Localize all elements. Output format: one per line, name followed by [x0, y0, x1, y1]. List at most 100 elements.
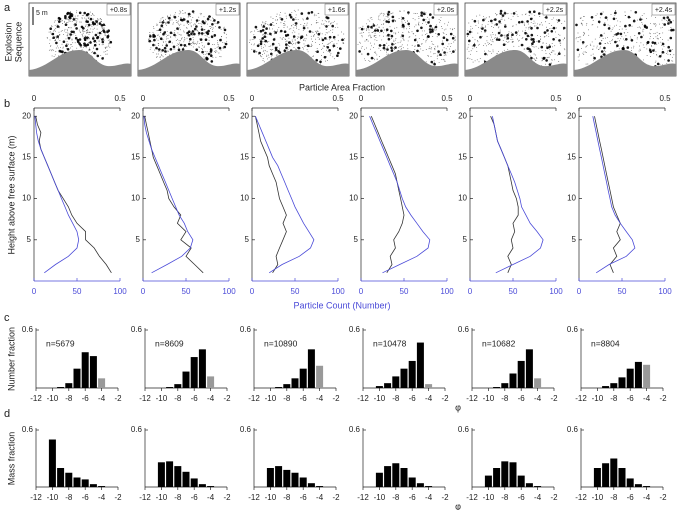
particle: [626, 46, 630, 49]
particle: [160, 18, 162, 20]
bar: [643, 486, 651, 487]
particle: [413, 12, 415, 14]
particle: [500, 34, 503, 37]
x-tick-label: -10: [47, 493, 59, 502]
particle: [578, 55, 580, 57]
particle: [661, 64, 663, 66]
x-tick-label: -10: [265, 394, 277, 403]
particle: [172, 45, 176, 49]
particle: [215, 56, 217, 58]
particle: [602, 11, 604, 13]
particle: [162, 41, 164, 43]
particle: [425, 18, 427, 20]
particle: [160, 51, 162, 53]
particle: [295, 14, 297, 16]
particle: [492, 49, 494, 51]
particle: [402, 37, 404, 39]
particle: [49, 39, 51, 41]
particle: [161, 25, 163, 27]
particle: [95, 47, 99, 51]
particle: [315, 19, 317, 21]
bar: [643, 364, 651, 388]
particle: [206, 50, 208, 52]
particle: [68, 20, 70, 22]
particle: [170, 35, 172, 37]
particle: [54, 38, 56, 40]
particle: [175, 34, 177, 36]
particle: [609, 40, 611, 42]
particle: [294, 25, 296, 27]
profile-line: [592, 116, 636, 274]
particle: [484, 32, 486, 33]
particle: [171, 32, 173, 34]
particle: [448, 21, 449, 23]
particle: [591, 24, 593, 26]
particle: [643, 59, 644, 61]
particle: [293, 27, 295, 29]
particle: [65, 18, 67, 20]
particle: [467, 46, 469, 48]
particle: [249, 39, 251, 41]
x2-tick-label: 0.5: [659, 94, 671, 103]
particle: [76, 10, 78, 12]
particle: [577, 32, 579, 34]
particle: [433, 53, 435, 55]
particle: [286, 35, 288, 37]
particle: [531, 42, 534, 45]
particle: [443, 47, 445, 49]
particle: [533, 10, 536, 13]
particle: [514, 31, 518, 34]
bar: [174, 466, 182, 487]
particle: [189, 32, 191, 33]
particle: [193, 31, 195, 33]
particle: [69, 13, 70, 15]
particle: [212, 27, 214, 29]
particle: [376, 29, 380, 32]
particle: [175, 40, 177, 41]
particle: [379, 19, 381, 21]
particle: [418, 23, 419, 25]
particle: [208, 39, 210, 41]
particle: [504, 25, 507, 28]
particle: [374, 51, 376, 53]
particle: [372, 24, 376, 27]
particle: [513, 45, 515, 47]
particle: [72, 49, 74, 51]
particle: [199, 38, 201, 40]
particle: [317, 37, 319, 39]
bar: [375, 386, 383, 388]
particle: [209, 25, 211, 27]
particle: [378, 15, 380, 17]
bar: [307, 483, 315, 487]
particle: [485, 18, 486, 20]
particle: [261, 54, 263, 55]
particle: [178, 15, 179, 17]
particle: [430, 56, 432, 57]
particle: [52, 30, 54, 32]
particle: [403, 10, 405, 12]
particle: [50, 31, 52, 33]
particle: [263, 41, 265, 43]
frame-time: +2.0s: [437, 7, 455, 14]
particle: [173, 15, 177, 19]
particle: [304, 38, 306, 40]
particle: [425, 21, 427, 23]
particle: [656, 54, 658, 56]
particle: [178, 44, 180, 45]
particle: [66, 28, 68, 30]
particle: [453, 41, 455, 43]
particle: [385, 28, 389, 32]
particle: [82, 46, 84, 48]
particle: [105, 48, 107, 49]
particle: [81, 17, 83, 19]
particle: [101, 27, 103, 29]
particle: [202, 45, 204, 47]
particle: [486, 40, 488, 42]
particle: [549, 48, 550, 50]
y-tick-label: 0.6: [458, 325, 470, 334]
particle: [331, 24, 335, 28]
particle: [213, 19, 216, 22]
particle: [377, 24, 379, 26]
particle: [661, 50, 665, 54]
particle: [277, 46, 278, 48]
